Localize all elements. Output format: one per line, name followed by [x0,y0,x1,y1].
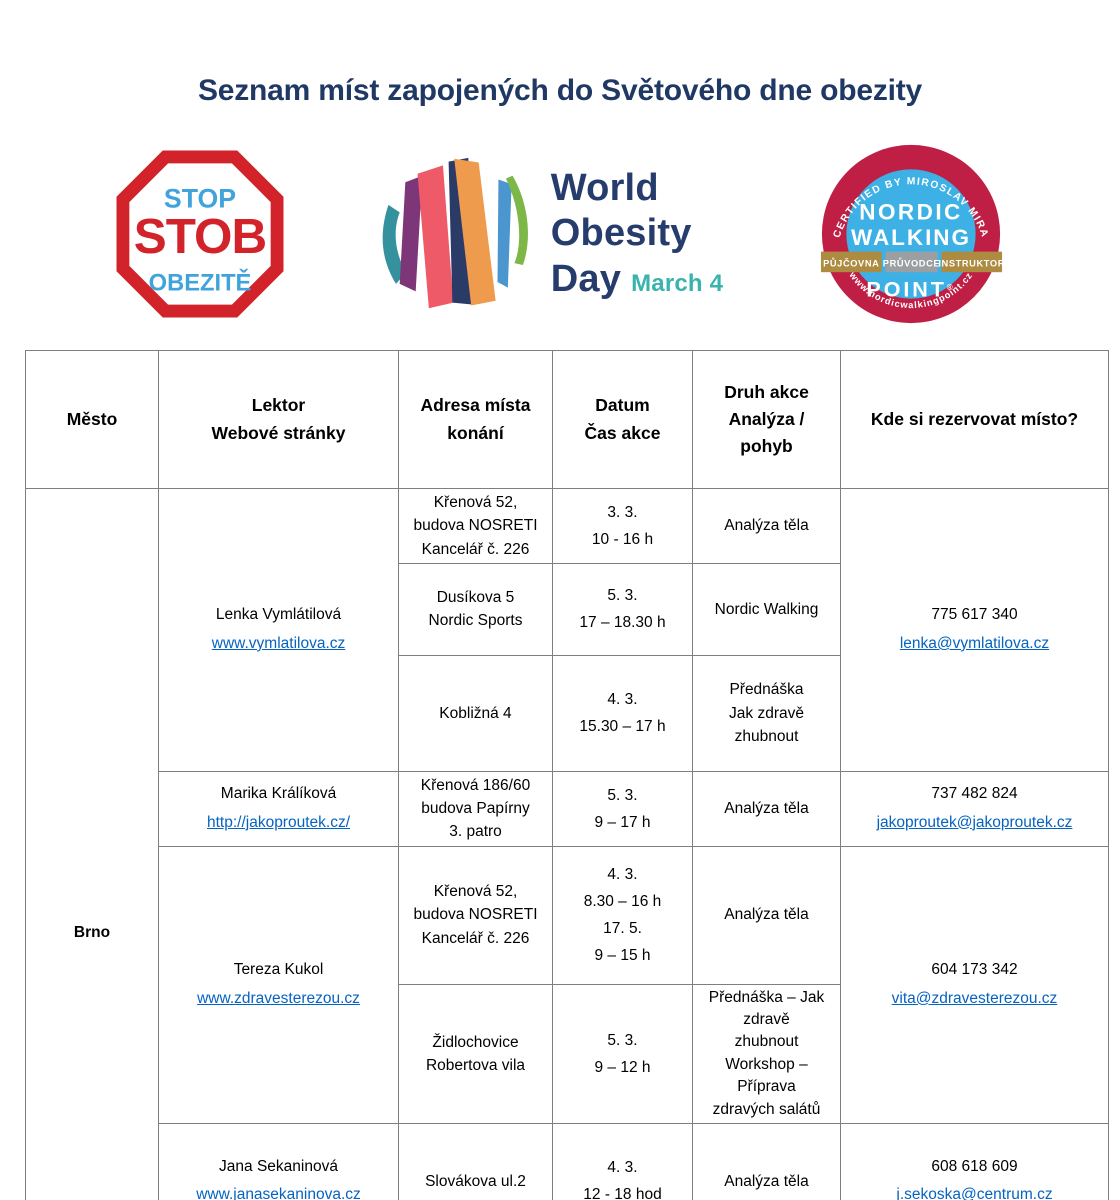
table-row: Židlochovice Robertova vila 5. 3. 9 – 12… [26,983,1109,1125]
phone-number: 775 617 340 [931,606,1018,624]
adresa-cell: Křenová 186/60 budova Papírny 3. patro [398,770,553,847]
adresa-cell: Slovákova ul.2 [398,1123,553,1200]
wod-obesity-text: Obesity [550,212,692,255]
lektor-website-link[interactable]: www.vymlatilova.cz [211,634,346,652]
nwp-point-text: POINT [866,278,946,302]
druh-cell: Analýza těla [692,845,841,985]
phone-number: 737 482 824 [931,784,1018,802]
nwp-band-pujcovna: PŮJČOVNA [823,257,879,268]
wod-wordmark: World Obesity Day March 4 [551,166,723,303]
rezervace-cell: 737 482 824 jakoproutek@jakoproutek.cz [840,770,1109,847]
datum-cell: 4. 3. 8.30 – 16 h 17. 5. 9 – 15 h [552,845,693,985]
lektor-website-link[interactable]: www.janasekaninova.cz [196,1186,361,1200]
nwp-walking-text: WALKING [851,225,971,250]
table-row: Dusíkova 5 Nordic Sports 5. 3. 17 – 18.3… [26,562,1109,656]
nwp-band-instruktor: INSTRUKTOR [938,258,1004,268]
table-row: Brno Lenka Vymlátilová www.vymlatilova.c… [25,487,1109,1200]
email-link[interactable]: vita@zdravesterezou.cz [891,989,1058,1007]
events-table: Město Lektor Webové stránky Adresa místa… [25,350,1109,1200]
stob-stob-text: STOB [134,209,266,264]
nwp-reg-mark: ® [947,283,956,292]
nwp-band-pruvodce: PRŮVODCE [883,257,940,268]
datum-cell: 4. 3. 15.30 – 17 h [552,654,693,772]
druh-cell: Přednáška Jak zdravě zhubnout [692,654,841,772]
nwp-nordic-text: NORDIC [859,199,962,224]
rezervace-cell: 608 618 609 j.sekoska@centrum.cz [840,1123,1109,1200]
rezervace-cell: 775 617 340 lenka@vymlatilova.cz [840,488,1109,772]
lektor-website-link[interactable]: www.zdravesterezou.cz [197,989,360,1007]
wod-march4-text: March 4 [631,269,724,297]
adresa-cell: Křenová 52, budova NOSRETI Kancelář č. 2… [398,488,553,564]
druh-cell: Analýza těla [692,488,841,564]
table-header-row: Město Lektor Webové stránky Adresa místa… [25,350,1109,489]
header-adresa: Adresa místa konání [398,350,553,489]
adresa-cell: Dusíkova 5 Nordic Sports [398,562,553,656]
wod-world-text: World [550,166,659,209]
adresa-cell: Židlochovice Robertova vila [398,983,553,1125]
datum-cell: 4. 3. 12 - 18 hod [552,1123,693,1200]
email-link[interactable]: j.sekoska@centrum.cz [896,1186,1053,1200]
lektor-cell: Tereza Kukol www.zdravesterezou.cz [158,845,399,1125]
header-druh: Druh akce Analýza / pohyb [692,350,841,489]
logo-row: STOP STOB OBEZITĚ World Obesity Day Marc… [116,138,1004,330]
lektor-cell: Jana Sekaninová www.janasekaninova.cz [158,1123,399,1200]
datum-cell: 5. 3. 17 – 18.30 h [552,562,693,656]
lektor-cell: Lenka Vymlátilová www.vymlatilova.cz [158,488,399,772]
header-kde: Kde si rezervovat místo? [840,350,1109,489]
lektor-name: Marika Králíková [220,784,337,802]
druh-cell: Přednáška – Jak zdravě zhubnout Workshop… [692,983,841,1125]
phone-number: 608 618 609 [931,1157,1018,1175]
lektor-name: Lenka Vymlátilová [215,606,342,624]
table-row: Marika Králíková http://jakoproutek.cz/ … [26,770,1109,847]
lektor-name: Tereza Kukol [233,961,324,979]
datum-cell: 5. 3. 9 – 12 h [552,983,693,1125]
druh-cell: Analýza těla [692,770,841,847]
wod-day-text: Day [550,257,622,300]
lektor-cell: Marika Králíková http://jakoproutek.cz/ [158,770,399,847]
stob-obezite-text: OBEZITĚ [149,268,252,296]
nordic-walking-point-logo: CERTIFIED BY MIROSLAV MIRA NORDIC WALKIN… [820,144,1004,324]
svg-text:POINT®: POINT® [866,278,955,302]
wod-ribbon-icon [382,157,528,309]
page-title: Seznam míst zapojených do Světového dne … [197,74,923,107]
druh-cell: Analýza těla [692,1123,841,1200]
world-obesity-day-logo: World Obesity Day March 4 [379,148,723,320]
header-lektor: Lektor Webové stránky [158,350,399,489]
rezervace-cell: 604 173 342 vita@zdravesterezou.cz [840,845,1109,1125]
adresa-cell: Křenová 52, budova NOSRETI Kancelář č. 2… [398,845,553,985]
adresa-cell: Kobližná 4 [398,654,553,772]
lektor-name: Jana Sekaninová [219,1157,338,1175]
table-row: Jana Sekaninová www.janasekaninova.cz Sl… [26,1123,1109,1200]
table-row: Tereza Kukol www.zdravesterezou.cz Křeno… [26,845,1109,1125]
datum-cell: 3. 3. 10 - 16 h [552,488,693,564]
phone-number: 604 173 342 [931,961,1018,979]
druh-cell: Nordic Walking [692,562,841,656]
email-link[interactable]: jakoproutek@jakoproutek.cz [876,813,1073,831]
lektor-website-link[interactable]: http://jakoproutek.cz/ [206,813,351,831]
header-mesto: Město [25,350,159,489]
stop-stob-logo: STOP STOB OBEZITĚ [116,150,284,318]
header-datum: Datum Čas akce [552,350,693,489]
city-cell: Brno [25,487,159,1200]
stob-stop-text: STOP [164,183,236,213]
table-row: Kobližná 4 4. 3. 15.30 – 17 h Přednáška … [26,654,1109,772]
email-link[interactable]: lenka@vymlatilova.cz [899,634,1050,652]
datum-cell: 5. 3. 9 – 17 h [552,770,693,847]
